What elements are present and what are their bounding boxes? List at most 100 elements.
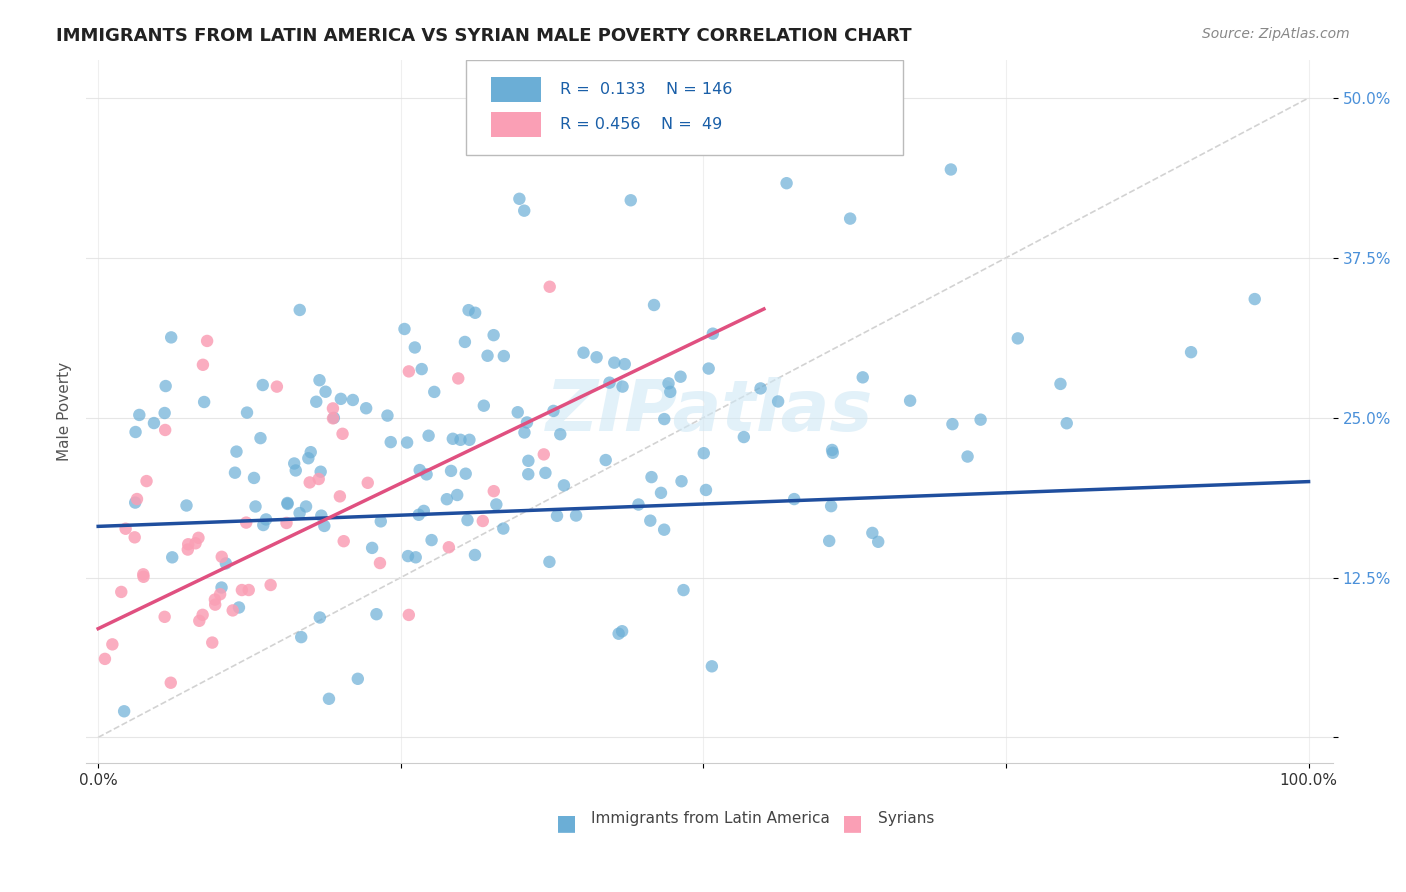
Point xyxy=(818,533,841,548)
Point xyxy=(538,555,561,569)
Point xyxy=(187,531,209,545)
Point xyxy=(454,467,477,481)
Point xyxy=(224,466,246,480)
Point xyxy=(1180,345,1202,359)
Point xyxy=(309,465,332,479)
Point xyxy=(266,379,288,393)
Point xyxy=(305,394,328,409)
FancyBboxPatch shape xyxy=(491,112,541,137)
Text: R =  0.133    N = 146: R = 0.133 N = 146 xyxy=(560,82,733,96)
Point xyxy=(516,416,538,430)
Point xyxy=(124,495,146,509)
Text: ■: ■ xyxy=(842,814,863,834)
Point xyxy=(228,600,250,615)
Point xyxy=(492,522,515,536)
Point xyxy=(409,463,432,477)
Point xyxy=(132,570,155,584)
Point xyxy=(153,610,176,624)
Point xyxy=(457,303,479,318)
Point xyxy=(821,446,844,460)
Text: IMMIGRANTS FROM LATIN AMERICA VS SYRIAN MALE POVERTY CORRELATION CHART: IMMIGRANTS FROM LATIN AMERICA VS SYRIAN … xyxy=(56,27,912,45)
Point xyxy=(124,425,146,439)
Point xyxy=(259,578,281,592)
Point xyxy=(222,603,245,617)
Point xyxy=(308,472,330,486)
Point xyxy=(702,326,724,341)
Point xyxy=(508,192,530,206)
Point xyxy=(297,451,319,466)
Point xyxy=(114,522,136,536)
Point xyxy=(318,691,340,706)
Point xyxy=(436,492,458,507)
Point xyxy=(595,453,617,467)
Point xyxy=(380,435,402,450)
Point xyxy=(437,541,460,555)
Point xyxy=(191,607,214,622)
Text: Immigrants from Latin America: Immigrants from Latin America xyxy=(591,811,830,826)
Point xyxy=(423,384,446,399)
Point xyxy=(215,557,238,571)
Point xyxy=(585,351,607,365)
Text: Syrians: Syrians xyxy=(877,811,934,826)
Point xyxy=(332,426,354,441)
Point xyxy=(249,431,271,445)
Point xyxy=(446,488,468,502)
Point xyxy=(252,518,274,533)
Point xyxy=(572,345,595,359)
Point xyxy=(394,322,416,336)
Point xyxy=(627,498,650,512)
Point xyxy=(298,475,321,490)
Point xyxy=(191,358,214,372)
Point xyxy=(839,211,862,226)
Point xyxy=(766,394,789,409)
Point xyxy=(308,610,330,624)
Point xyxy=(159,675,181,690)
Point xyxy=(775,176,797,190)
Point xyxy=(361,541,384,555)
Point xyxy=(235,516,257,530)
Point xyxy=(315,384,337,399)
Point xyxy=(420,533,443,547)
Point xyxy=(598,376,620,390)
Point xyxy=(454,334,477,349)
Point xyxy=(464,306,486,320)
Point xyxy=(288,302,311,317)
Point xyxy=(153,423,176,437)
Point xyxy=(612,379,634,393)
Point xyxy=(308,373,330,387)
Point xyxy=(640,470,662,484)
Point xyxy=(657,376,679,391)
Point xyxy=(322,410,344,425)
Point xyxy=(124,530,146,544)
Point xyxy=(783,492,806,507)
Point xyxy=(184,536,207,550)
Point xyxy=(956,450,979,464)
Point xyxy=(276,496,298,510)
Point xyxy=(538,279,561,293)
Point xyxy=(276,516,298,530)
Point xyxy=(447,371,470,385)
Point xyxy=(370,514,392,528)
Point xyxy=(176,499,198,513)
Point xyxy=(860,525,883,540)
Point xyxy=(201,635,224,649)
Point xyxy=(898,393,921,408)
Point xyxy=(620,194,643,208)
Point xyxy=(613,357,636,371)
Point xyxy=(322,401,344,416)
Point xyxy=(941,417,963,432)
Point xyxy=(283,457,305,471)
Point xyxy=(820,499,842,513)
Point xyxy=(450,433,472,447)
Point xyxy=(195,334,218,348)
Text: R = 0.456    N =  49: R = 0.456 N = 49 xyxy=(560,117,723,132)
Point xyxy=(366,607,388,622)
Point xyxy=(643,298,665,312)
Point xyxy=(314,519,336,533)
Point xyxy=(404,341,426,355)
Point xyxy=(669,369,692,384)
Point xyxy=(284,463,307,477)
Point xyxy=(482,484,505,499)
Point xyxy=(398,607,420,622)
Point xyxy=(377,409,399,423)
